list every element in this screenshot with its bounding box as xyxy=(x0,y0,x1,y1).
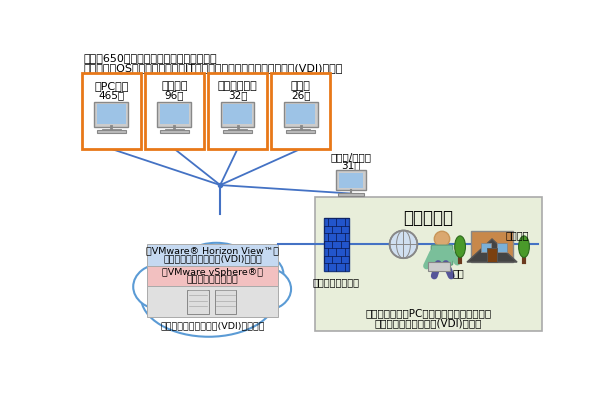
FancyBboxPatch shape xyxy=(157,102,192,126)
Text: 自宅など: 自宅など xyxy=(506,230,529,240)
FancyBboxPatch shape xyxy=(431,245,453,265)
Text: 26台: 26台 xyxy=(291,90,310,100)
FancyBboxPatch shape xyxy=(95,102,128,126)
FancyBboxPatch shape xyxy=(315,197,542,331)
FancyBboxPatch shape xyxy=(96,104,126,124)
Text: 学生: 学生 xyxy=(453,268,465,278)
Text: 「VMware vSphere®」: 「VMware vSphere®」 xyxy=(162,268,263,276)
FancyBboxPatch shape xyxy=(82,74,141,149)
Text: 各自習室: 各自習室 xyxy=(161,81,188,91)
Text: サーバ側のOS、ソフトウェアやITリソースを仮想デスクトップ環境(VDI)で利用: サーバ側のOS、ソフトウェアやITリソースを仮想デスクトップ環境(VDI)で利用 xyxy=(83,63,343,73)
FancyBboxPatch shape xyxy=(160,104,189,124)
FancyBboxPatch shape xyxy=(487,248,497,262)
FancyBboxPatch shape xyxy=(471,231,513,262)
Ellipse shape xyxy=(219,252,284,295)
Text: 32台: 32台 xyxy=(228,90,247,100)
Text: 図書室: 図書室 xyxy=(291,81,310,91)
FancyBboxPatch shape xyxy=(145,74,204,149)
FancyBboxPatch shape xyxy=(160,130,189,134)
FancyBboxPatch shape xyxy=(147,286,278,317)
FancyBboxPatch shape xyxy=(284,102,318,126)
Text: 検証用/予備用: 検証用/予備用 xyxy=(331,152,371,162)
FancyBboxPatch shape xyxy=(497,243,507,252)
FancyBboxPatch shape xyxy=(339,173,364,188)
FancyBboxPatch shape xyxy=(337,170,366,190)
FancyBboxPatch shape xyxy=(221,102,254,126)
Text: 共有スペース: 共有スペース xyxy=(218,81,257,91)
FancyBboxPatch shape xyxy=(338,193,364,196)
Ellipse shape xyxy=(133,264,192,310)
FancyBboxPatch shape xyxy=(147,244,278,266)
Text: サーバ環境を仮想化: サーバ環境を仮想化 xyxy=(187,275,239,284)
FancyBboxPatch shape xyxy=(286,104,315,124)
FancyBboxPatch shape xyxy=(147,266,278,286)
Ellipse shape xyxy=(153,250,218,293)
Text: 31台: 31台 xyxy=(342,160,361,170)
Text: 465台: 465台 xyxy=(98,90,124,100)
Text: ファイアウォール: ファイアウォール xyxy=(313,277,360,287)
FancyBboxPatch shape xyxy=(324,218,349,270)
Ellipse shape xyxy=(518,236,529,258)
FancyBboxPatch shape xyxy=(223,104,252,124)
Polygon shape xyxy=(467,239,517,262)
FancyBboxPatch shape xyxy=(208,74,267,149)
FancyBboxPatch shape xyxy=(286,130,315,134)
FancyBboxPatch shape xyxy=(215,290,237,314)
Ellipse shape xyxy=(141,257,276,337)
Text: 「VMware® Horizon View™」: 「VMware® Horizon View™」 xyxy=(146,247,279,256)
FancyBboxPatch shape xyxy=(481,243,491,252)
Ellipse shape xyxy=(237,268,291,310)
Text: 今後の展開: 今後の展開 xyxy=(403,209,453,227)
Circle shape xyxy=(434,231,450,247)
Text: 仮想デスクトップ環境(VDI)を利用: 仮想デスクトップ環境(VDI)を利用 xyxy=(375,318,482,328)
FancyBboxPatch shape xyxy=(96,130,126,134)
FancyBboxPatch shape xyxy=(428,262,450,271)
Text: 96台: 96台 xyxy=(165,90,184,100)
FancyBboxPatch shape xyxy=(223,130,252,134)
Ellipse shape xyxy=(454,236,465,258)
Text: 各PC教室: 各PC教室 xyxy=(94,81,129,91)
FancyBboxPatch shape xyxy=(187,290,209,314)
Text: 仮想デスクトップ環境(VDI)を提供: 仮想デスクトップ環境(VDI)を提供 xyxy=(163,254,262,264)
Text: 学内の650台のシンクライアント端末で、: 学内の650台のシンクライアント端末で、 xyxy=(83,53,217,63)
Ellipse shape xyxy=(179,243,253,289)
Text: 仮想デスクトップ環境(VDI)用サーバ: 仮想デスクトップ環境(VDI)用サーバ xyxy=(160,321,265,330)
FancyBboxPatch shape xyxy=(271,74,331,149)
Circle shape xyxy=(390,230,417,258)
Text: 学外から任意のPCやタブレットを利用し、: 学外から任意のPCやタブレットを利用し、 xyxy=(365,308,492,318)
